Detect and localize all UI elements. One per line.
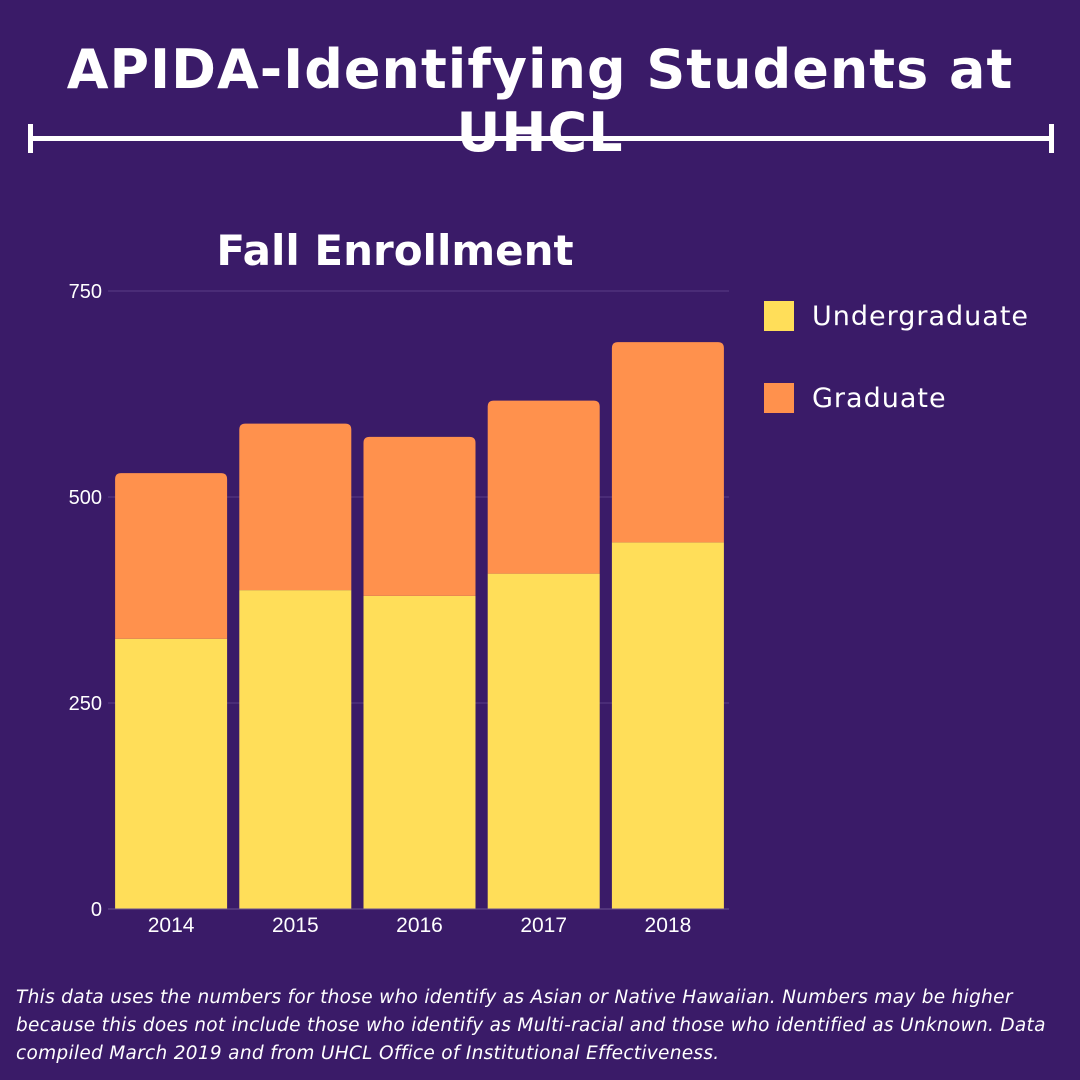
bar-undergraduate-2016 — [363, 595, 476, 909]
y-tick-label: 0 — [91, 899, 102, 921]
y-tick-label: 250 — [69, 693, 102, 715]
legend-item-undergraduate: Undergraduate — [764, 296, 1029, 336]
bar-graduate-2017 — [487, 400, 600, 574]
bar-undergraduate-2018 — [611, 542, 724, 909]
legend: Undergraduate Graduate — [764, 296, 1029, 460]
legend-swatch — [764, 383, 794, 413]
y-tick-label: 750 — [69, 281, 102, 303]
legend-label: Undergraduate — [812, 300, 1030, 332]
x-tick-label: 2016 — [396, 914, 443, 937]
footnote: This data uses the numbers for those who… — [16, 987, 1046, 1064]
legend-swatch — [764, 301, 794, 331]
bar-graduate-2015 — [239, 423, 352, 591]
legend-label: Graduate — [812, 382, 947, 414]
page-title: APIDA-Identifying Students at UHCL — [66, 38, 1014, 164]
bar-graduate-2016 — [363, 436, 476, 596]
bar-graduate-2014 — [115, 473, 228, 639]
bar-undergraduate-2015 — [239, 590, 352, 909]
x-tick-label: 2017 — [520, 914, 567, 937]
legend-item-graduate: Graduate — [764, 378, 1029, 418]
x-tick-label: 2015 — [272, 914, 319, 937]
x-tick-label: 2014 — [148, 914, 195, 937]
title-divider — [28, 124, 1054, 153]
bar-undergraduate-2014 — [115, 638, 228, 909]
chart-title: Fall Enrollment — [216, 226, 574, 275]
bar-graduate-2018 — [611, 342, 724, 543]
y-tick-label: 500 — [69, 487, 102, 509]
x-tick-label: 2018 — [645, 914, 692, 937]
bar-undergraduate-2017 — [487, 573, 600, 909]
